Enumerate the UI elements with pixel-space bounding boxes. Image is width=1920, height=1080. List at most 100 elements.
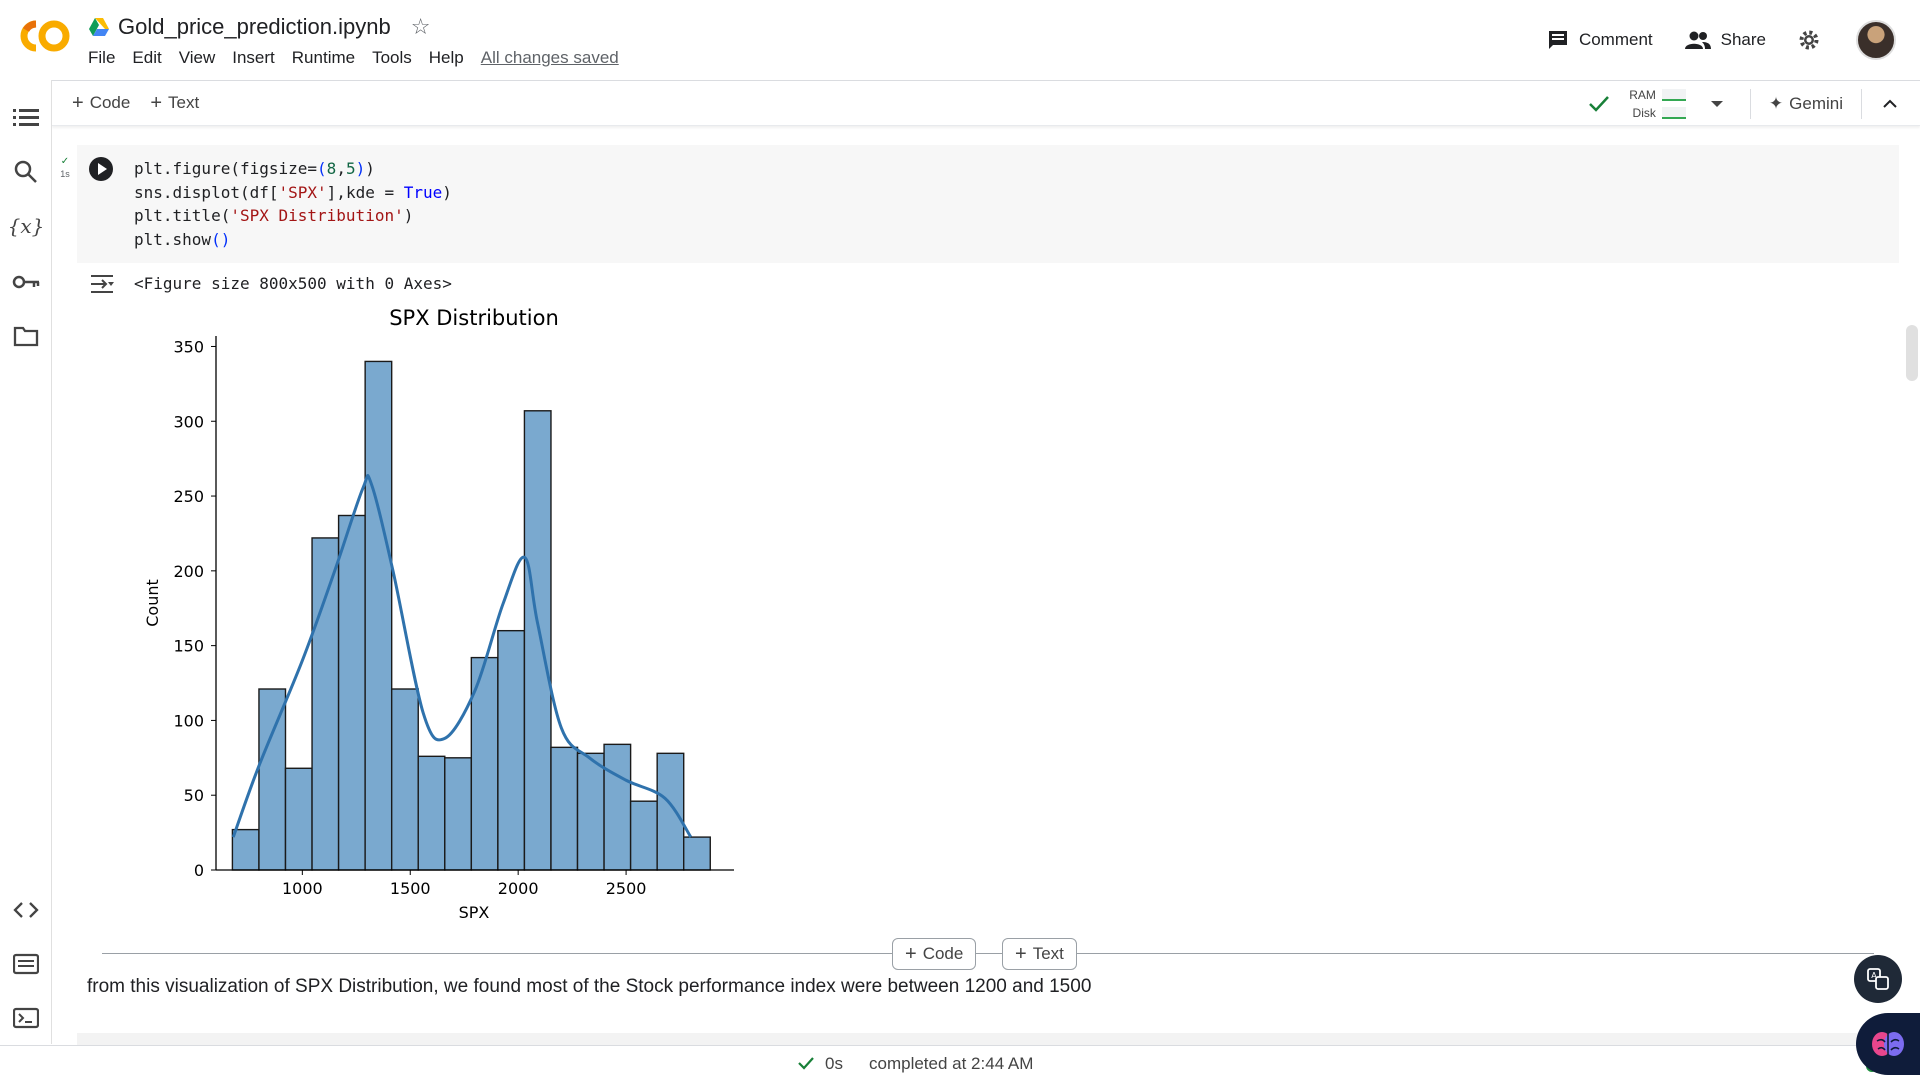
histogram-bar	[231, 828, 260, 871]
plus-icon: +	[905, 942, 917, 965]
completed-status[interactable]: completed at 2:44 AM	[869, 1054, 1034, 1073]
y-tick-label: 300	[173, 412, 204, 431]
x-tick-label: 1000	[282, 879, 323, 898]
toolbar-separator	[1749, 89, 1751, 119]
save-status[interactable]: All changes saved	[480, 48, 619, 67]
star-icon[interactable]: ☆	[410, 14, 431, 39]
histogram-bar	[683, 836, 711, 871]
code-line: plt.figure(figsize=(8,5))	[134, 159, 375, 178]
plus-icon: +	[72, 91, 84, 114]
ai-assistant-button[interactable]	[1856, 1013, 1920, 1075]
command-palette-icon[interactable]	[12, 950, 40, 978]
runtime-dropdown-icon[interactable]	[1702, 94, 1732, 114]
connected-check-icon	[1589, 96, 1610, 112]
output-actions-icon[interactable]	[88, 273, 116, 295]
histogram-bar	[523, 410, 552, 871]
toolbar-separator	[1861, 89, 1862, 119]
files-folder-icon[interactable]	[12, 322, 40, 350]
gemini-button[interactable]: ✦ Gemini	[1769, 94, 1843, 114]
output-text: <Figure size 800x500 with 0 Axes>	[134, 274, 452, 293]
insert-code-label: Code	[922, 944, 964, 963]
x-tick-label: 2000	[498, 879, 539, 898]
disk-bar	[1661, 107, 1686, 119]
user-avatar[interactable]	[1856, 20, 1896, 60]
y-tick-label: 150	[173, 637, 204, 656]
menu-file[interactable]: File	[88, 48, 116, 67]
share-label: Share	[1720, 30, 1766, 49]
add-text-button[interactable]: + Text	[150, 92, 199, 115]
gemini-label: Gemini	[1789, 94, 1843, 113]
histogram-bar	[337, 514, 366, 871]
histogram-bar	[656, 752, 685, 871]
settings-button[interactable]	[1798, 29, 1830, 51]
chart-title: SPX Distribution	[389, 306, 559, 330]
y-tick-label: 50	[184, 786, 204, 805]
ram-label: RAM	[1629, 88, 1656, 102]
spx-distribution-chart: SPX Distribution Count SPX 0 50 100 150 200 2…	[143, 306, 734, 922]
resource-monitor[interactable]: RAM Disk	[1629, 86, 1686, 122]
disk-label: Disk	[1632, 106, 1656, 120]
plus-icon: +	[150, 91, 163, 114]
insert-text-label: Text	[1032, 944, 1064, 963]
terminal-icon[interactable]	[12, 1004, 40, 1032]
next-code-cell[interactable]	[77, 1033, 1899, 1045]
variables-icon[interactable]: {x}	[7, 214, 45, 238]
secrets-key-icon[interactable]	[12, 268, 40, 296]
y-tick-label: 350	[173, 337, 204, 356]
notebook-title[interactable]: Gold_price_prediction.ipynb	[118, 14, 391, 39]
y-tick-label: 200	[173, 562, 204, 581]
histogram-bar	[364, 360, 393, 871]
markdown-cell-text[interactable]: from this visualization of SPX Distribut…	[87, 976, 1092, 997]
menu-edit[interactable]: Edit	[132, 48, 162, 67]
header-bar: Gold_price_prediction.ipynb ☆ File Edit …	[0, 0, 1920, 80]
status-bar: 0s completed at 2:44 AM	[0, 1045, 1920, 1080]
menu-bar: File Edit View Insert Runtime Tools Help…	[88, 48, 619, 68]
y-tick-label: 0	[194, 861, 204, 880]
histogram-bar	[390, 688, 419, 871]
histogram-bar	[311, 537, 340, 871]
collapse-chevron-up-icon[interactable]	[1880, 94, 1900, 114]
code-cell[interactable]: plt.figure(figsize=(8,5)) sns.displot(df[…	[77, 145, 1899, 263]
histogram-bar	[550, 746, 579, 871]
histogram-bar	[444, 757, 473, 871]
translate-icon: A	[1867, 968, 1889, 990]
code-line: plt.title('SPX Distribution')	[134, 206, 414, 225]
colab-logo-icon[interactable]	[14, 14, 74, 58]
kde-curve	[231, 474, 693, 838]
histogram-bar	[576, 752, 605, 871]
code-line: sns.displot(df['SPX'],kde = True)	[134, 182, 452, 202]
menu-help[interactable]: Help	[428, 48, 464, 67]
share-button[interactable]: Share	[1684, 30, 1766, 50]
x-tick-label: 2500	[606, 879, 647, 898]
translate-button[interactable]: A	[1854, 955, 1902, 1003]
insert-code-button[interactable]: + Code	[892, 938, 977, 970]
search-icon[interactable]	[12, 158, 40, 186]
histogram-bar	[258, 688, 287, 871]
y-axis-label: Count	[143, 579, 162, 627]
menu-tools[interactable]: Tools	[372, 48, 412, 67]
exec-time: 1s	[60, 169, 70, 179]
check-icon: ✓	[60, 156, 70, 167]
histogram-bar	[417, 755, 446, 871]
histogram-bar	[629, 800, 658, 871]
y-tick-label: 250	[173, 487, 204, 506]
histogram-bar	[284, 767, 313, 871]
people-icon	[1684, 31, 1711, 49]
menu-view[interactable]: View	[178, 48, 216, 67]
google-drive-icon[interactable]	[88, 17, 110, 37]
plus-icon: +	[1015, 942, 1027, 965]
y-tick-label: 100	[173, 711, 204, 730]
table-of-contents-icon[interactable]	[12, 104, 40, 132]
left-sidebar: {x}	[0, 80, 52, 1044]
add-code-label: Code	[89, 93, 131, 112]
check-icon	[798, 1057, 814, 1070]
add-code-button[interactable]: + Code	[72, 92, 130, 115]
insert-text-button[interactable]: + Text	[1002, 938, 1077, 970]
code-editor[interactable]: plt.figure(figsize=(8,5)) sns.displot(df[…	[134, 157, 452, 251]
menu-insert[interactable]: Insert	[232, 48, 275, 67]
comment-button[interactable]: Comment	[1547, 29, 1653, 51]
scrollbar-thumb[interactable]	[1906, 325, 1918, 381]
code-snippets-icon[interactable]	[12, 896, 40, 924]
run-cell-button[interactable]	[89, 157, 113, 181]
menu-runtime[interactable]: Runtime	[291, 48, 356, 67]
